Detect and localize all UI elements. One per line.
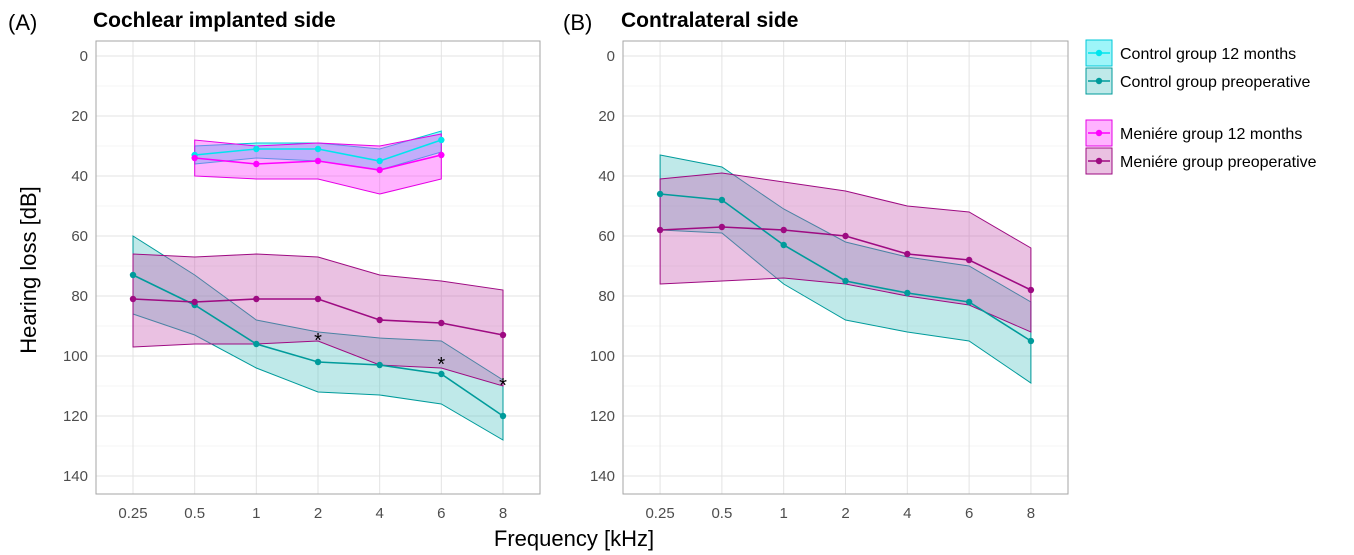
point-ctrlpre [376,361,383,369]
x-tick-label: 8 [1027,505,1035,522]
x-tick-label: 4 [375,505,383,522]
point-menpre [965,256,973,264]
point-menpre [253,295,260,303]
point-menpre [129,295,137,303]
significance-marker: * [499,375,507,397]
ribbon-menpre [659,172,1032,333]
significance-marker: * [314,330,322,352]
legend-label: Meniére group preoperative [1120,154,1317,171]
x-tick-label: 0.25 [645,505,674,522]
x-tick-label: 4 [903,505,911,522]
point-menpre [191,298,198,306]
y-tick-label: 80 [598,288,615,305]
panel-label-a: (A) [8,10,37,35]
point-men12 [376,166,383,174]
legend: Control group 12 months Control group pre… [1085,39,1317,175]
x-tick-label: 0.5 [711,505,732,522]
point-menpre [499,331,507,339]
y-tick-label: 80 [71,288,88,305]
panel-contralateral: (B) Contralateral side 02040608010012014… [563,9,1069,522]
point-men12 [253,160,260,168]
x-tick-label: 6 [965,505,973,522]
point-men12 [438,151,445,159]
point-ctrlpre [718,196,726,204]
x-tick-label: 0.25 [118,505,147,522]
x-axis-title: Frequency [kHz] [494,526,654,551]
legend-label: Meniére group 12 months [1120,126,1302,143]
panel-border [95,40,541,495]
panel-cochlear-implanted: (A) Cochlear implanted side ***020406080… [8,9,541,522]
y-tick-label: 60 [71,228,88,245]
ribbon-menpre [132,253,504,387]
point-menpre [314,295,322,303]
y-tick-label: 140 [590,468,615,485]
y-tick-label: 140 [63,468,88,485]
point-ctrl12 [376,157,383,165]
point-ctrl12 [438,136,445,144]
point-menpre [718,223,726,231]
point-ctrlpre [438,370,445,378]
legend-key-point [1095,77,1103,85]
y-tick-label: 0 [80,48,88,65]
legend-label: Control group preoperative [1120,74,1310,91]
point-menpre [438,319,445,327]
point-ctrl12 [314,145,322,153]
point-ctrlpre [656,190,664,198]
point-ctrlpre [499,412,507,420]
point-ctrlpre [1027,337,1035,345]
x-tick-label: 2 [841,505,849,522]
point-men12 [314,157,322,165]
y-axis-title: Hearing loss [dB] [16,186,41,354]
point-menpre [780,226,787,234]
y-tick-label: 60 [598,228,615,245]
legend-key-point [1095,49,1103,57]
y-tick-label: 40 [598,168,615,185]
point-ctrlpre [780,241,787,249]
point-ctrl12 [253,145,260,153]
point-ctrlpre [842,277,849,285]
point-menpre [904,250,911,258]
y-tick-label: 40 [71,168,88,185]
y-tick-label: 120 [590,408,615,425]
point-menpre [1027,286,1035,294]
panel-label-b: (B) [563,10,592,35]
panel-border [622,40,1069,495]
point-ctrlpre [253,340,260,348]
point-ctrlpre [965,298,973,306]
y-tick-label: 20 [71,108,88,125]
legend-key-point [1095,129,1103,137]
point-ctrlpre [314,358,322,366]
point-menpre [656,226,664,234]
x-tick-label: 8 [499,505,507,522]
x-tick-label: 6 [437,505,445,522]
panel-title-b: Contralateral side [621,9,798,32]
x-tick-label: 0.5 [184,505,205,522]
legend-key-point [1095,157,1103,165]
plot-area-b: 0 20 40 60 80 100 120 140 0.25 0.5 1 2 4 6 8 [590,40,1069,522]
significance-marker: * [437,354,445,376]
y-tick-label: 100 [590,348,615,365]
y-tick-label: 100 [63,348,88,365]
point-menpre [842,232,849,240]
x-tick-label: 1 [252,505,260,522]
point-ctrlpre [904,289,911,297]
y-tick-label: 20 [598,108,615,125]
point-ctrlpre [129,271,137,279]
point-men12 [191,154,198,162]
point-menpre [376,316,383,324]
panel-title-a: Cochlear implanted side [93,9,336,32]
x-tick-label: 2 [314,505,322,522]
x-tick-label: 1 [780,505,788,522]
y-tick-label: 120 [63,408,88,425]
plot-area-a: * * * 0 20 40 60 80 100 120 140 0.25 0.5 1 2 4 6 8 [63,40,541,522]
y-tick-label: 0 [607,48,615,65]
legend-label: Control group 12 months [1120,46,1296,63]
